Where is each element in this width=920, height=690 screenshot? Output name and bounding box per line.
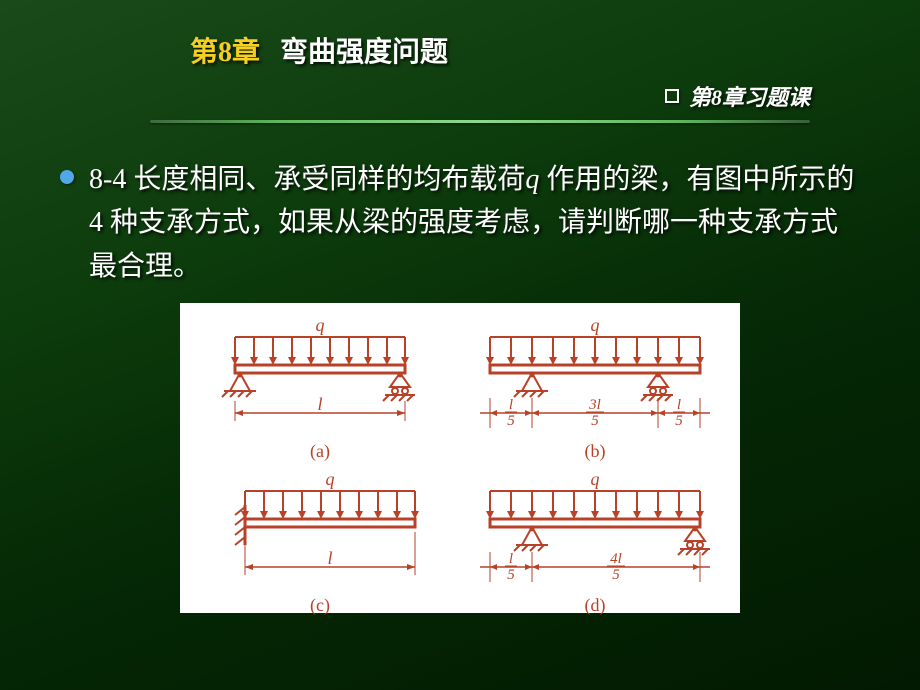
svg-text:5: 5 bbox=[675, 413, 683, 429]
square-bullet-icon bbox=[665, 89, 679, 103]
svg-text:l: l bbox=[509, 397, 513, 413]
slide-header: 第8章 弯曲强度问题 第8章习题课 bbox=[0, 0, 920, 123]
bullet-dot-icon bbox=[60, 170, 74, 184]
svg-text:l: l bbox=[677, 397, 681, 413]
subtitle-text: 第8章习题课 bbox=[689, 80, 810, 112]
diagram-a: q bbox=[185, 308, 455, 462]
load-label-a: q bbox=[316, 315, 325, 335]
diagram-d: q bbox=[455, 462, 735, 616]
svg-text:q: q bbox=[326, 469, 335, 489]
label-a: (a) bbox=[310, 441, 330, 462]
figure-wrap: q bbox=[0, 303, 920, 613]
label-d: (d) bbox=[585, 595, 606, 616]
svg-text:l: l bbox=[509, 551, 513, 567]
diagram-b: q bbox=[455, 308, 735, 462]
svg-text:q: q bbox=[591, 469, 600, 489]
label-c: (c) bbox=[310, 595, 330, 616]
span-label-a: l bbox=[317, 394, 322, 414]
chapter-title: 弯曲强度问题 bbox=[280, 30, 448, 70]
svg-text:q: q bbox=[591, 315, 600, 335]
figure-box: q bbox=[180, 303, 740, 613]
svg-text:5: 5 bbox=[612, 567, 620, 583]
problem-text: 8-4 长度相同、承受同样的均布载荷q 作用的梁，有图中所示的4 种支承方式，如… bbox=[89, 158, 860, 288]
svg-text:5: 5 bbox=[507, 413, 515, 429]
svg-text:5: 5 bbox=[591, 413, 599, 429]
label-b: (b) bbox=[585, 441, 606, 462]
svg-text:l: l bbox=[327, 548, 332, 568]
svg-text:3l: 3l bbox=[588, 397, 601, 413]
text-pre: 8-4 长度相同、承受同样的均布载荷 bbox=[89, 164, 525, 195]
chapter-label: 第8章 bbox=[190, 30, 260, 70]
body-area: 8-4 长度相同、承受同样的均布载荷q 作用的梁，有图中所示的4 种支承方式，如… bbox=[0, 123, 920, 288]
title-row: 第8章 弯曲强度问题 bbox=[60, 30, 860, 70]
var-q: q bbox=[525, 164, 539, 195]
divider-line bbox=[150, 120, 810, 123]
svg-text:4l: 4l bbox=[610, 551, 622, 567]
subtitle-row: 第8章习题课 bbox=[60, 80, 860, 112]
svg-text:5: 5 bbox=[507, 567, 515, 583]
diagram-c: q bbox=[185, 462, 455, 616]
